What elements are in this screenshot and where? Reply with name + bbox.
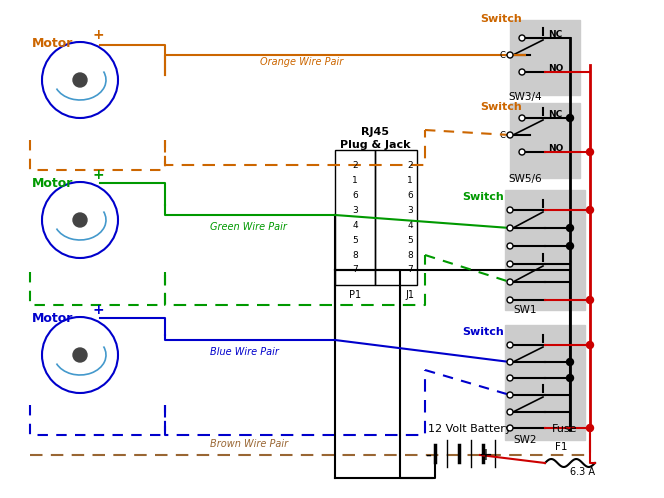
Text: SW1: SW1 (513, 305, 537, 315)
Bar (375, 150, 417, 285)
Circle shape (566, 115, 574, 122)
Circle shape (519, 115, 525, 121)
Text: 12 Volt Battery: 12 Volt Battery (428, 424, 512, 434)
Circle shape (507, 225, 513, 231)
Text: 3: 3 (407, 206, 413, 215)
Text: Switch: Switch (480, 14, 522, 24)
Text: SW2: SW2 (513, 435, 537, 445)
Text: 4: 4 (352, 221, 358, 230)
Text: NO: NO (548, 64, 563, 73)
Circle shape (566, 359, 574, 366)
Text: +: + (92, 168, 104, 182)
Text: Green Wire Pair: Green Wire Pair (210, 222, 287, 232)
Bar (510, 103, 580, 178)
Circle shape (507, 52, 513, 58)
Bar (505, 325, 585, 440)
Circle shape (73, 348, 87, 362)
Circle shape (586, 296, 594, 303)
Circle shape (507, 243, 513, 249)
Circle shape (519, 69, 525, 75)
Text: Plug & Jack: Plug & Jack (340, 140, 410, 150)
Circle shape (507, 375, 513, 381)
Text: +: + (478, 446, 492, 464)
Circle shape (507, 409, 513, 415)
Circle shape (507, 132, 513, 138)
Circle shape (507, 359, 513, 365)
Circle shape (586, 148, 594, 155)
Text: SW3/4: SW3/4 (508, 92, 542, 102)
Text: +: + (92, 28, 104, 42)
Text: NC: NC (548, 29, 562, 38)
Text: Switch: Switch (462, 327, 504, 337)
Text: Motor: Motor (32, 37, 74, 50)
Text: 5: 5 (407, 236, 413, 245)
Text: 1: 1 (352, 175, 358, 184)
Bar (510, 20, 580, 95)
Circle shape (507, 392, 513, 398)
Text: C: C (499, 130, 505, 139)
Circle shape (73, 73, 87, 87)
Text: RJ45: RJ45 (361, 127, 389, 137)
Text: SW5/6: SW5/6 (508, 174, 542, 184)
Text: NO: NO (548, 143, 563, 152)
Circle shape (507, 425, 513, 431)
Circle shape (507, 342, 513, 348)
Circle shape (519, 149, 525, 155)
Circle shape (507, 261, 513, 267)
Text: P1: P1 (349, 290, 361, 300)
Text: Orange Wire Pair: Orange Wire Pair (260, 57, 343, 67)
Text: NC: NC (548, 110, 562, 119)
Circle shape (507, 207, 513, 213)
Text: 7: 7 (352, 265, 358, 274)
Text: C: C (499, 50, 505, 59)
Text: J1: J1 (406, 290, 414, 300)
Circle shape (586, 342, 594, 349)
Text: Motor: Motor (32, 312, 74, 325)
Text: 5: 5 (352, 236, 358, 245)
Text: Fuse: Fuse (552, 424, 578, 434)
Circle shape (566, 243, 574, 249)
Text: 2: 2 (352, 160, 358, 169)
Circle shape (73, 213, 87, 227)
Circle shape (566, 374, 574, 381)
Text: 6: 6 (352, 191, 358, 200)
Circle shape (586, 424, 594, 431)
Text: 6: 6 (407, 191, 413, 200)
Text: 1: 1 (407, 175, 413, 184)
Text: 2: 2 (407, 160, 413, 169)
Circle shape (507, 279, 513, 285)
Circle shape (586, 207, 594, 214)
Text: Motor: Motor (32, 177, 74, 190)
Text: Switch: Switch (462, 192, 504, 202)
Text: Blue Wire Pair: Blue Wire Pair (210, 347, 279, 357)
Text: +: + (92, 303, 104, 317)
Bar (505, 190, 585, 310)
Text: 6.3 A: 6.3 A (570, 467, 595, 477)
Text: 8: 8 (407, 250, 413, 259)
Text: F1: F1 (555, 442, 568, 452)
Text: 3: 3 (352, 206, 358, 215)
Circle shape (507, 297, 513, 303)
Text: 7: 7 (407, 265, 413, 274)
Text: 4: 4 (407, 221, 413, 230)
Circle shape (566, 225, 574, 232)
Text: 8: 8 (352, 250, 358, 259)
Text: Brown Wire Pair: Brown Wire Pair (210, 439, 288, 449)
Text: -: - (425, 446, 431, 464)
Bar (335, 150, 375, 285)
Circle shape (519, 35, 525, 41)
Text: Switch: Switch (480, 102, 522, 112)
